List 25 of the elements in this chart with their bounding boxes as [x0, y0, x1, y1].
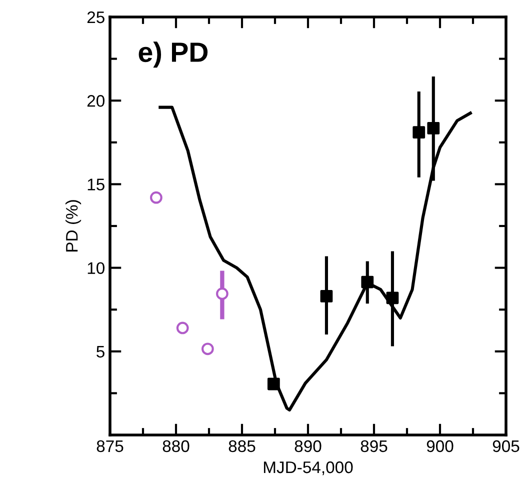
y-tick-label: 5	[96, 346, 104, 358]
y-tick-label: 20	[87, 95, 104, 107]
y-tick-label: 25	[87, 11, 104, 24]
point	[427, 122, 440, 134]
x-tick-label: 905	[492, 440, 520, 452]
point	[412, 126, 426, 139]
point	[267, 378, 280, 390]
point	[150, 191, 162, 204]
point	[216, 288, 228, 300]
y-axis-title: PD (%)	[66, 200, 82, 252]
x-tick-label: 890	[294, 440, 322, 452]
x-axis-title: MJD-54,000	[264, 461, 353, 476]
point	[176, 322, 189, 334]
x-tick-label: 885	[228, 440, 256, 452]
x-tick-label: 895	[360, 440, 388, 452]
point	[386, 292, 399, 304]
x-tick-label: 880	[162, 440, 190, 452]
point	[201, 342, 214, 356]
annotation: e) PD	[138, 42, 208, 68]
y-tick-label: 15	[88, 178, 104, 190]
x-tick-label: 900	[426, 440, 454, 452]
point	[361, 276, 374, 288]
point	[320, 290, 333, 302]
x-tick-label: 875	[96, 440, 124, 452]
y-tick-label: 10	[88, 262, 104, 274]
